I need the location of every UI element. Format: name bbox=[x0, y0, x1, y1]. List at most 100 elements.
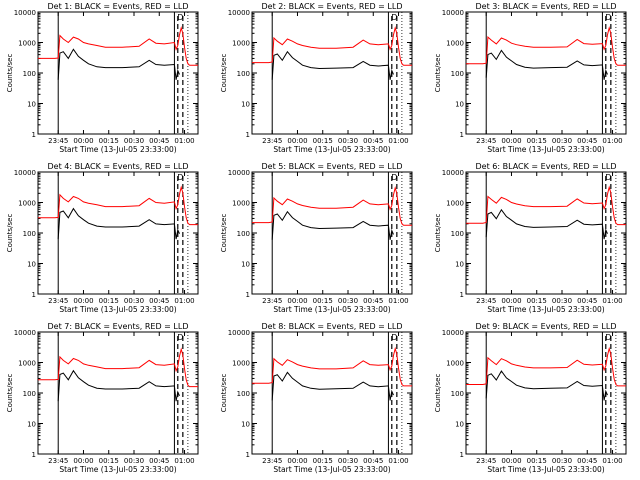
x-axis-label: Start Time (13-Jul-05 23:33:00) bbox=[487, 305, 604, 314]
y-tick-label: 100 bbox=[23, 390, 36, 398]
series-line-lld bbox=[252, 346, 412, 387]
series-line-lld bbox=[252, 186, 412, 226]
x-tick-label: 01:00 bbox=[388, 137, 408, 145]
x-tick-label: 00:45 bbox=[149, 297, 169, 305]
y-tick-label: 10000 bbox=[228, 9, 250, 17]
series-line-events bbox=[271, 210, 394, 240]
event-annotation: D bbox=[177, 13, 183, 22]
x-tick-label: 00:15 bbox=[313, 137, 333, 145]
x-tick-label: 00:30 bbox=[124, 137, 144, 145]
y-tick-label: 1 bbox=[460, 131, 464, 139]
x-tick-label: 00:30 bbox=[338, 297, 358, 305]
panel-6: Det 6: BLACK = Events, RED = LLD 1 10 100 10… bbox=[434, 162, 627, 314]
y-tick-label: 10000 bbox=[14, 169, 36, 177]
panel-8: Det 8: BLACK = Events, RED = LLD 1 10 100 10… bbox=[220, 322, 413, 474]
y-tick-label: 10 bbox=[455, 261, 464, 269]
panel-title: Det 9: BLACK = Events, RED = LLD bbox=[476, 322, 617, 331]
y-tick-label: 1 bbox=[460, 451, 464, 459]
y-axis-label: Counts/sec bbox=[220, 374, 228, 413]
series-line-events bbox=[271, 50, 394, 80]
y-tick-label: 100 bbox=[237, 390, 250, 398]
x-tick-label: 01:00 bbox=[602, 297, 622, 305]
y-tick-label: 1000 bbox=[232, 40, 250, 48]
series-line-lld bbox=[38, 185, 198, 226]
panel-9: Det 9: BLACK = Events, RED = LLD 1 10 100 10… bbox=[434, 322, 627, 474]
x-tick-label: 00:15 bbox=[99, 297, 119, 305]
x-tick-label: 00:45 bbox=[149, 137, 169, 145]
series-line-events bbox=[57, 369, 180, 402]
y-tick-label: 1 bbox=[246, 131, 250, 139]
x-tick-label: 23:45 bbox=[48, 457, 68, 465]
y-tick-label: 1000 bbox=[446, 200, 464, 208]
y-axis-label: Counts/sec bbox=[434, 374, 442, 413]
y-tick-label: 10 bbox=[27, 101, 36, 109]
panel-4: Det 4: BLACK = Events, RED = LLD 1 10 100 10… bbox=[6, 162, 199, 314]
x-tick-label: 00:00 bbox=[287, 457, 307, 465]
y-axis-label: Counts/sec bbox=[434, 214, 442, 253]
x-tick-label: 23:45 bbox=[476, 457, 496, 465]
panel-1: Det 1: BLACK = Events, RED = LLD 1 10 100 10… bbox=[6, 2, 199, 154]
panel-title: Det 5: BLACK = Events, RED = LLD bbox=[262, 162, 403, 171]
x-tick-label: 00:15 bbox=[527, 137, 547, 145]
x-tick-label: 23:45 bbox=[476, 297, 496, 305]
x-tick-label: 23:45 bbox=[262, 137, 282, 145]
x-tick-label: 00:45 bbox=[577, 297, 597, 305]
y-tick-label: 10 bbox=[455, 101, 464, 109]
x-tick-label: 01:00 bbox=[388, 457, 408, 465]
y-tick-label: 100 bbox=[451, 70, 464, 78]
y-axis-label: Counts/sec bbox=[6, 214, 14, 253]
x-tick-label: 00:00 bbox=[73, 297, 93, 305]
panel-title: Det 3: BLACK = Events, RED = LLD bbox=[476, 2, 617, 11]
panel-title: Det 1: BLACK = Events, RED = LLD bbox=[48, 2, 189, 11]
x-tick-label: 00:30 bbox=[338, 137, 358, 145]
y-tick-label: 1 bbox=[460, 291, 464, 299]
series-line-lld bbox=[466, 185, 626, 226]
panel-title: Det 8: BLACK = Events, RED = LLD bbox=[262, 322, 403, 331]
x-tick-label: 00:00 bbox=[501, 297, 521, 305]
x-tick-label: 00:30 bbox=[552, 137, 572, 145]
series-line-lld bbox=[38, 347, 198, 388]
y-tick-label: 1000 bbox=[232, 360, 250, 368]
y-tick-label: 10000 bbox=[228, 329, 250, 337]
y-axis-label: Counts/sec bbox=[6, 374, 14, 413]
x-tick-label: 00:45 bbox=[149, 457, 169, 465]
panel-5: Det 5: BLACK = Events, RED = LLD 1 10 100 10… bbox=[220, 162, 413, 314]
x-axis-label: Start Time (13-Jul-05 23:33:00) bbox=[273, 465, 390, 474]
x-tick-label: 01:00 bbox=[602, 457, 622, 465]
x-axis-label: Start Time (13-Jul-05 23:33:00) bbox=[273, 305, 390, 314]
x-tick-label: 00:45 bbox=[363, 297, 383, 305]
event-annotation: D bbox=[391, 173, 397, 182]
y-tick-label: 1000 bbox=[18, 360, 36, 368]
y-tick-label: 10 bbox=[455, 421, 464, 429]
series-line-lld bbox=[252, 26, 412, 66]
x-tick-label: 00:45 bbox=[363, 457, 383, 465]
series-line-lld bbox=[466, 346, 626, 387]
y-tick-label: 10 bbox=[27, 421, 36, 429]
series-line-lld bbox=[466, 26, 626, 66]
y-tick-label: 10000 bbox=[228, 169, 250, 177]
x-tick-label: 00:00 bbox=[73, 137, 93, 145]
event-annotation: D bbox=[177, 173, 183, 182]
y-tick-label: 1 bbox=[32, 131, 36, 139]
y-tick-label: 10 bbox=[241, 421, 250, 429]
x-tick-label: 23:45 bbox=[262, 457, 282, 465]
x-tick-label: 00:00 bbox=[501, 137, 521, 145]
y-axis-label: Counts/sec bbox=[220, 214, 228, 253]
panel-title: Det 2: BLACK = Events, RED = LLD bbox=[262, 2, 403, 11]
y-tick-label: 1000 bbox=[18, 40, 36, 48]
x-tick-label: 00:30 bbox=[124, 297, 144, 305]
y-tick-label: 1 bbox=[32, 451, 36, 459]
x-tick-label: 00:15 bbox=[99, 137, 119, 145]
panel-7: Det 7: BLACK = Events, RED = LLD 1 10 100 10… bbox=[6, 322, 199, 474]
x-axis-label: Start Time (13-Jul-05 23:33:00) bbox=[487, 465, 604, 474]
x-tick-label: 00:15 bbox=[99, 457, 119, 465]
panel-title: Det 4: BLACK = Events, RED = LLD bbox=[48, 162, 189, 171]
panel-title: Det 7: BLACK = Events, RED = LLD bbox=[48, 322, 189, 331]
x-tick-label: 01:00 bbox=[174, 137, 194, 145]
x-tick-label: 01:00 bbox=[174, 297, 194, 305]
x-tick-label: 01:00 bbox=[602, 137, 622, 145]
panel-2: Det 2: BLACK = Events, RED = LLD 1 10 100 10… bbox=[220, 2, 413, 154]
x-tick-label: 00:00 bbox=[501, 457, 521, 465]
y-tick-label: 10000 bbox=[14, 9, 36, 17]
